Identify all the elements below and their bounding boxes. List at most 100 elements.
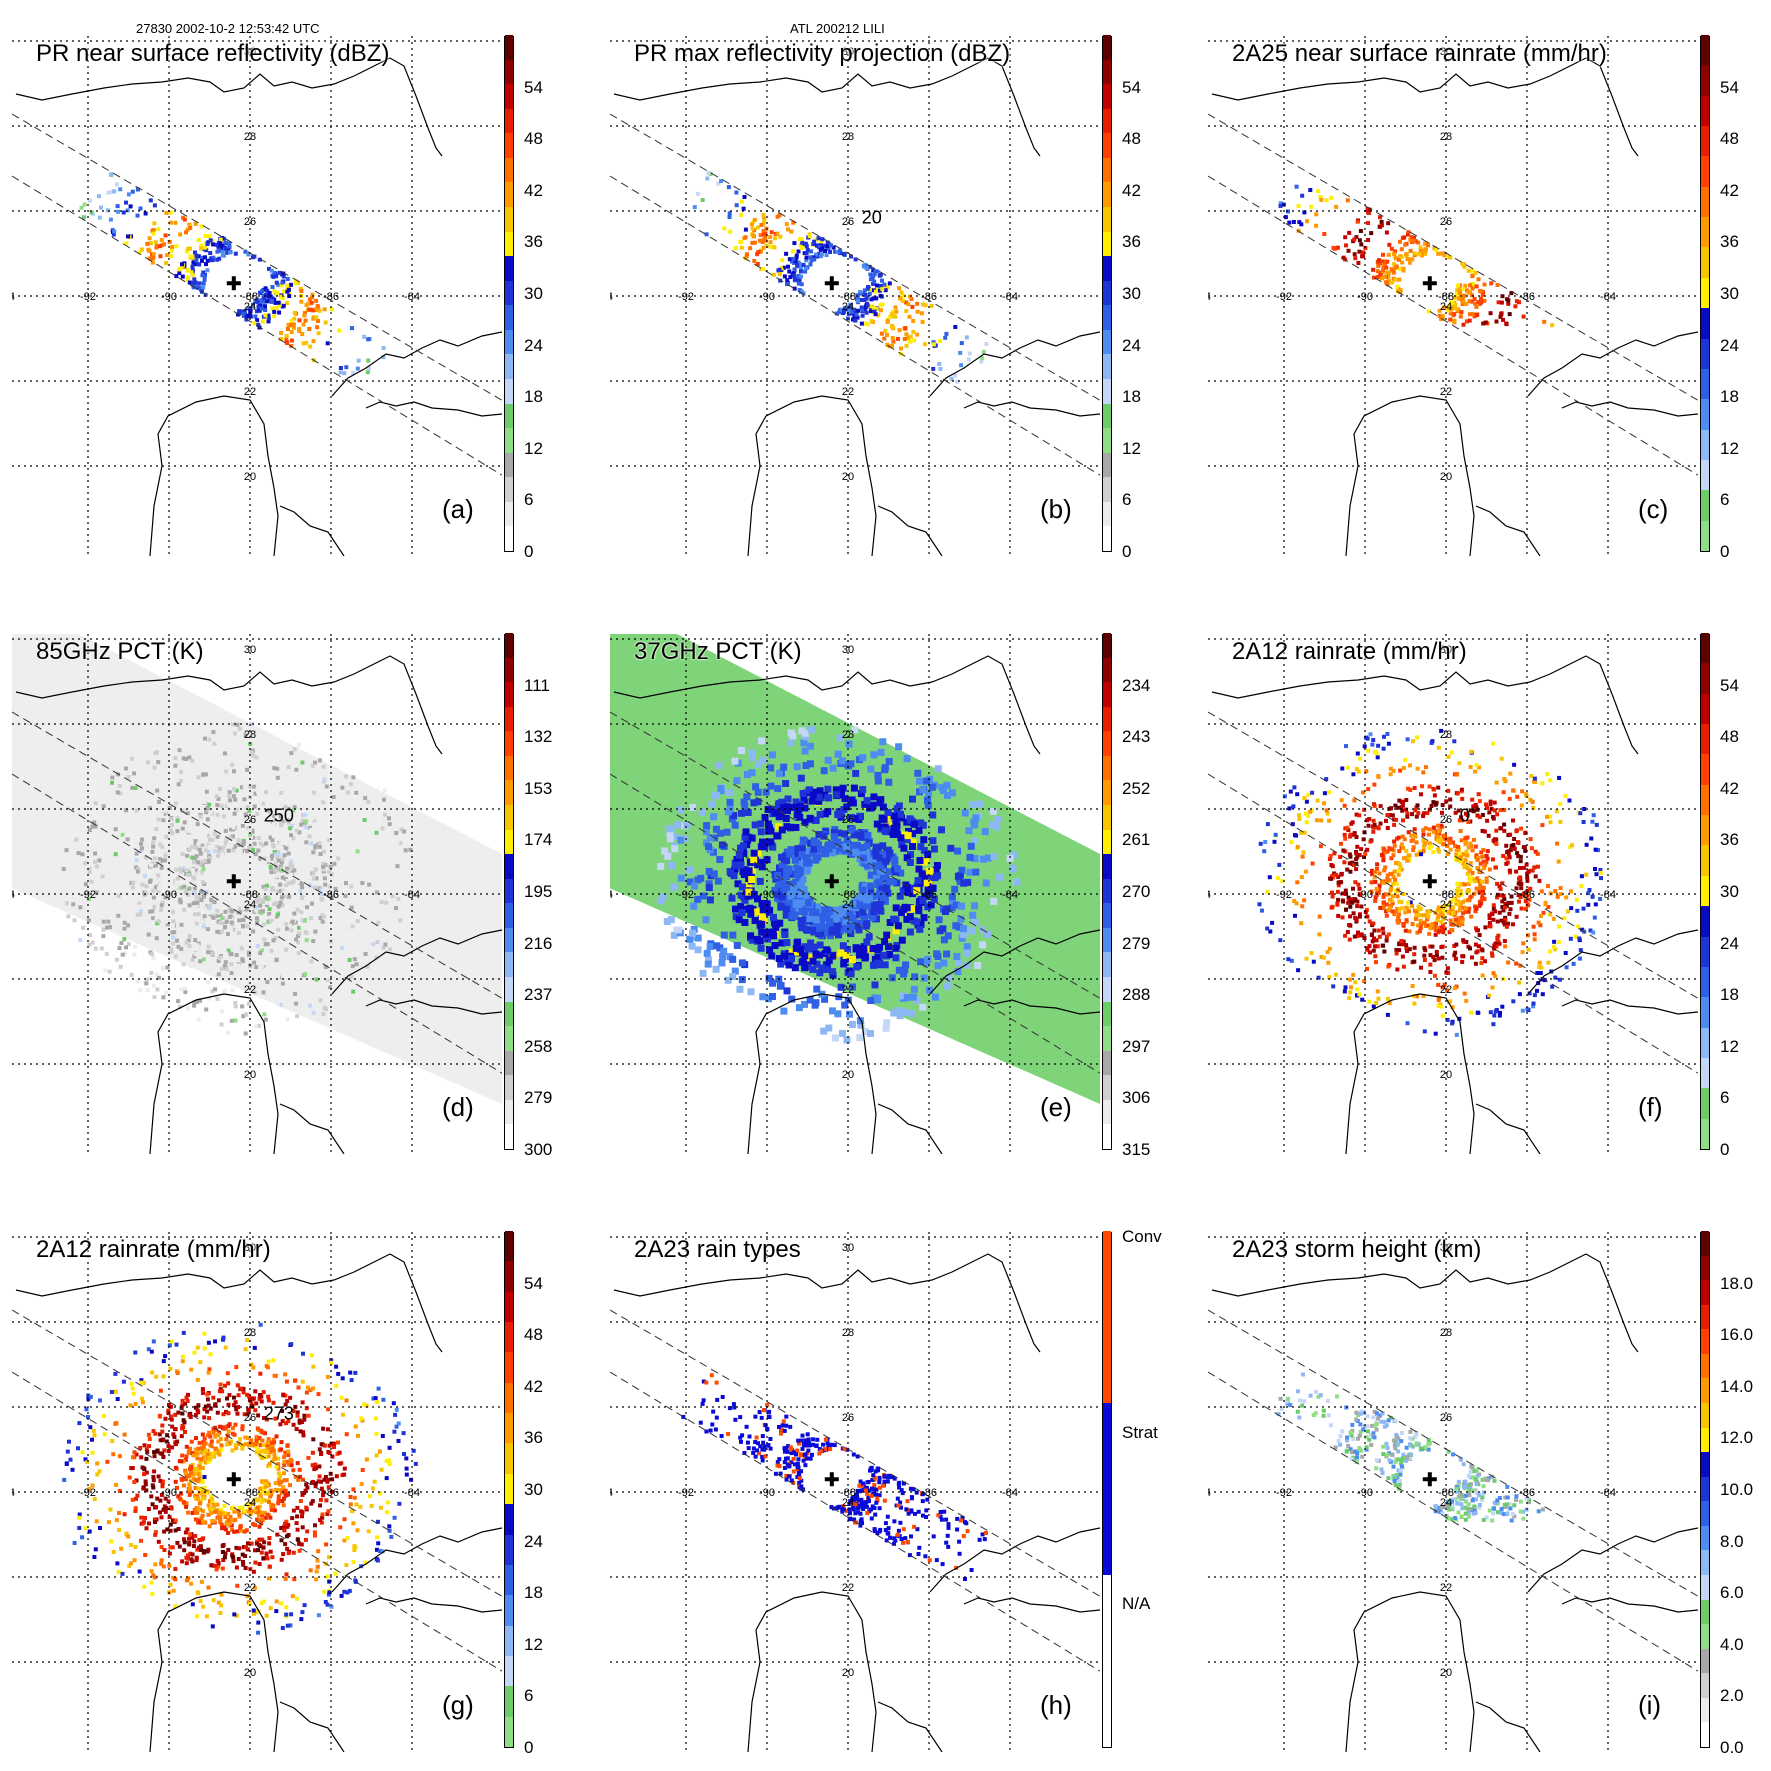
precip-cell [281,289,286,294]
precip-cell [841,252,846,256]
precip-cell [1356,769,1361,774]
colorbar-tick: 306 [1122,1088,1151,1108]
precip-cell [895,802,903,810]
precip-cell [954,847,961,855]
precip-cell [1442,305,1447,310]
precip-cell [1363,851,1368,856]
precip-cell [280,857,285,862]
precip-cell [1297,817,1302,821]
precip-cell [833,928,841,936]
precip-cell [703,949,711,957]
precip-cell [1455,308,1460,312]
precip-cell [256,836,261,840]
precip-cell [909,297,914,301]
precip-cell [202,800,206,804]
precip-cell [1379,219,1384,224]
colorbar-segment [1103,1050,1111,1076]
precip-cell [1336,874,1341,879]
precip-cell [1370,742,1375,747]
precip-cell [1501,317,1505,322]
precip-cell [156,817,161,822]
precip-cell [753,240,757,245]
precip-cell [272,289,277,294]
precip-cell [196,872,201,877]
precip-cell [910,820,918,828]
precip-cell [777,810,784,818]
precip-cell [184,249,189,254]
colorbar-segment [1103,304,1111,330]
precip-cell [863,902,871,910]
precip-cell [1437,313,1442,318]
precip-cell [867,264,872,269]
precip-cell [275,750,280,755]
precip-cell [1372,936,1376,941]
precip-cell [1401,964,1406,969]
precip-cell [205,863,210,868]
precip-cell [262,937,267,942]
precip-cell [837,248,842,253]
precip-cell [1343,235,1348,240]
precip-cell [307,327,312,331]
precip-cell [919,897,927,905]
precip-cell [852,769,860,777]
precip-cell [160,858,165,863]
precip-cell [1506,298,1511,303]
precip-cell [719,179,724,184]
precip-cell [272,813,277,818]
precip-cell [196,912,201,917]
precip-cell [1448,900,1453,905]
precip-cell [864,265,869,270]
precip-cell [920,974,928,982]
precip-cell [1483,862,1488,867]
colorbar-tick: 258 [524,1036,553,1056]
precip-cell [1532,932,1537,937]
precip-cell [1322,232,1327,236]
precip-cell [246,826,251,831]
precip-cell [226,802,231,807]
precip-cell [737,844,744,852]
precip-cell [1426,832,1431,837]
precip-cell [1535,851,1540,856]
precip-cell [355,849,360,854]
precip-cell [1465,835,1470,840]
precip-cell [151,956,156,961]
precip-cell [288,866,293,870]
precip-cell [886,951,893,958]
colorbar-segment [505,1123,513,1149]
precip-cell [1540,823,1545,828]
precip-cell [1522,865,1526,870]
precip-cell [885,285,890,290]
precip-cell [1393,909,1398,914]
precip-cell [140,846,144,851]
precip-cell [144,842,149,847]
precip-cell [215,834,220,839]
precip-cell [1476,944,1481,949]
precip-cell [1375,944,1380,949]
precip-cell [917,843,925,851]
precip-cell [1346,828,1351,832]
precip-cell [813,903,821,911]
precip-cell [1405,811,1410,816]
precip-cell [1417,929,1422,934]
precip-cell [1481,848,1486,852]
precip-cell [208,838,212,842]
precip-cell [1590,894,1595,899]
precip-cell [825,845,833,853]
precip-cell [254,905,259,910]
precip-cell [166,929,170,934]
precip-cell [736,985,744,993]
precip-cell [211,915,216,920]
precip-cell [203,233,208,238]
precip-cell [146,932,151,937]
precip-cell [192,1003,197,1008]
precip-cell [722,226,727,231]
precip-cell [839,784,847,792]
precip-cell [1013,878,1021,886]
precip-cell [1359,242,1364,247]
precip-cell [1519,803,1524,808]
precip-cell [971,855,979,863]
precip-cell [169,254,174,258]
precip-cell [926,873,934,881]
precip-cell [315,793,319,798]
precip-cell [244,313,249,318]
